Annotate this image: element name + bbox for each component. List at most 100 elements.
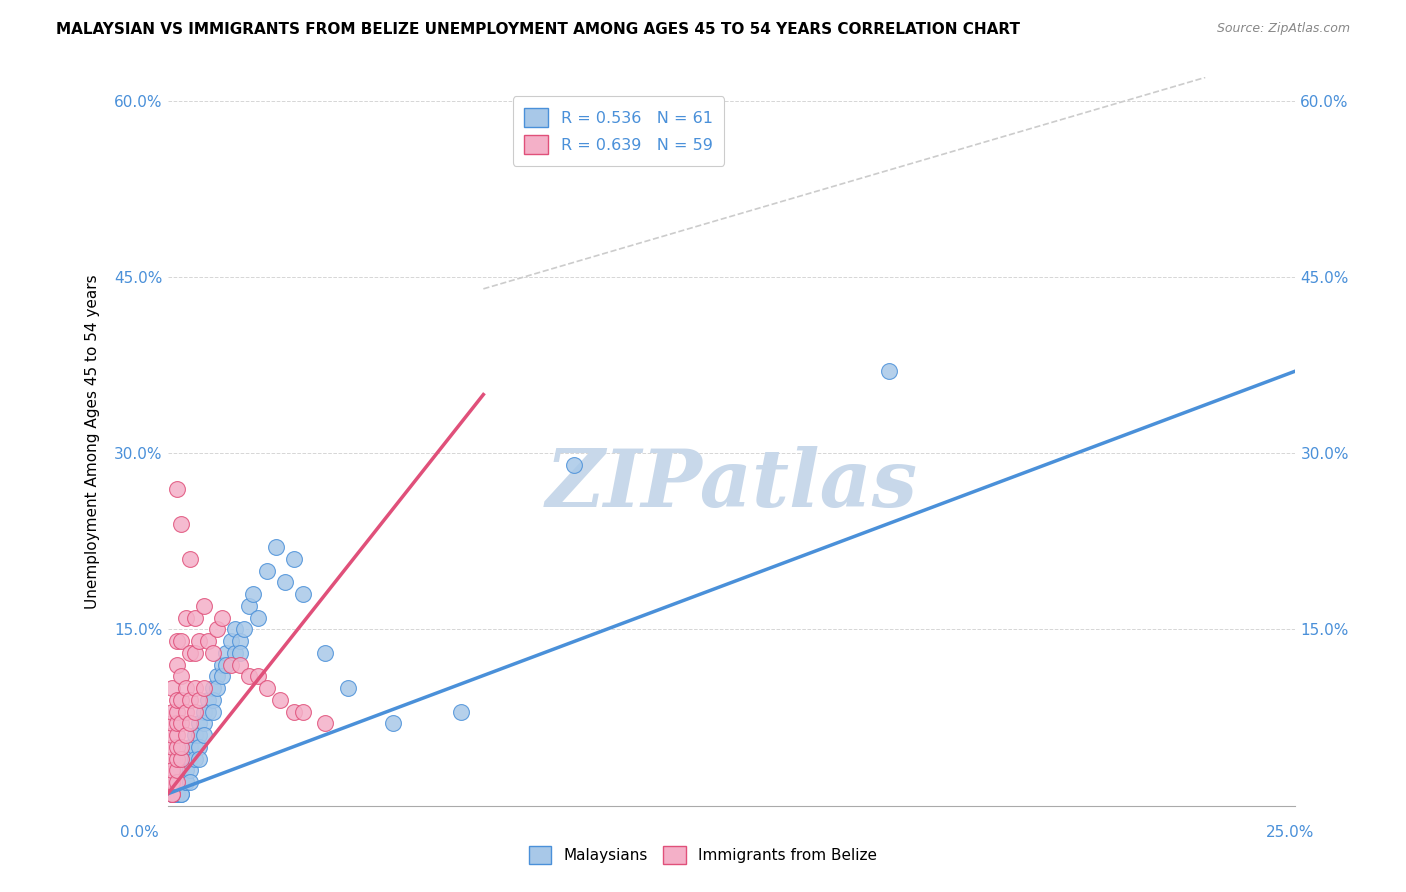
Point xyxy=(224,646,246,660)
Point xyxy=(160,764,183,778)
Point xyxy=(183,611,205,625)
Point xyxy=(197,634,219,648)
Point xyxy=(160,681,183,696)
Point xyxy=(229,646,252,660)
Point xyxy=(246,669,269,683)
Point xyxy=(166,739,188,754)
Point xyxy=(166,764,188,778)
Point xyxy=(174,752,197,766)
Point xyxy=(174,681,197,696)
Point xyxy=(201,681,224,696)
Point xyxy=(201,693,224,707)
Point xyxy=(188,728,211,742)
Point xyxy=(170,516,193,531)
Point xyxy=(269,693,291,707)
Point xyxy=(160,787,183,801)
Point xyxy=(160,739,183,754)
Point xyxy=(170,787,193,801)
Point xyxy=(160,775,183,789)
Point xyxy=(219,634,242,648)
Point xyxy=(211,669,233,683)
Point xyxy=(170,775,193,789)
Point xyxy=(193,716,215,731)
Point xyxy=(450,705,472,719)
Point xyxy=(183,739,205,754)
Point xyxy=(166,787,188,801)
Point xyxy=(337,681,360,696)
Point xyxy=(211,657,233,672)
Point xyxy=(188,693,211,707)
Legend: R = 0.536   N = 61, R = 0.639   N = 59: R = 0.536 N = 61, R = 0.639 N = 59 xyxy=(513,96,724,166)
Point xyxy=(193,728,215,742)
Point xyxy=(246,611,269,625)
Point xyxy=(174,764,197,778)
Point xyxy=(183,681,205,696)
Point xyxy=(274,575,297,590)
Point xyxy=(256,681,278,696)
Point xyxy=(314,646,336,660)
Point xyxy=(215,646,238,660)
Point xyxy=(170,693,193,707)
Point xyxy=(238,599,260,613)
Point xyxy=(179,693,201,707)
Point xyxy=(188,752,211,766)
Point xyxy=(170,739,193,754)
Text: MALAYSIAN VS IMMIGRANTS FROM BELIZE UNEMPLOYMENT AMONG AGES 45 TO 54 YEARS CORRE: MALAYSIAN VS IMMIGRANTS FROM BELIZE UNEM… xyxy=(56,22,1021,37)
Point xyxy=(264,541,287,555)
Point xyxy=(160,775,183,789)
Text: 0.0%: 0.0% xyxy=(120,825,159,840)
Text: Source: ZipAtlas.com: Source: ZipAtlas.com xyxy=(1216,22,1350,36)
Point xyxy=(179,764,201,778)
Point xyxy=(166,634,188,648)
Point xyxy=(170,775,193,789)
Point xyxy=(215,657,238,672)
Point xyxy=(193,599,215,613)
Point xyxy=(188,716,211,731)
Point xyxy=(160,775,183,789)
Point xyxy=(179,552,201,566)
Point xyxy=(188,634,211,648)
Point xyxy=(166,693,188,707)
Point xyxy=(160,764,183,778)
Point xyxy=(188,739,211,754)
Point xyxy=(166,657,188,672)
Point xyxy=(283,552,305,566)
Point xyxy=(166,775,188,789)
Point xyxy=(291,587,314,601)
Point xyxy=(205,669,228,683)
Point xyxy=(291,705,314,719)
Point xyxy=(174,775,197,789)
Point xyxy=(229,657,252,672)
Point xyxy=(256,564,278,578)
Point xyxy=(879,364,901,378)
Point xyxy=(170,752,193,766)
Point xyxy=(179,775,201,789)
Point xyxy=(174,728,197,742)
Point xyxy=(197,693,219,707)
Point xyxy=(201,705,224,719)
Point xyxy=(166,716,188,731)
Point xyxy=(166,752,188,766)
Point xyxy=(170,787,193,801)
Point xyxy=(166,775,188,789)
Point xyxy=(193,705,215,719)
Point xyxy=(160,705,183,719)
Point xyxy=(170,634,193,648)
Point xyxy=(166,787,188,801)
Point xyxy=(179,716,201,731)
Point xyxy=(170,716,193,731)
Point xyxy=(197,705,219,719)
Point xyxy=(205,623,228,637)
Point xyxy=(170,669,193,683)
Point xyxy=(160,787,183,801)
Point xyxy=(160,728,183,742)
Point xyxy=(233,623,256,637)
Point xyxy=(219,657,242,672)
Point xyxy=(314,716,336,731)
Point xyxy=(183,728,205,742)
Point xyxy=(160,787,183,801)
Point xyxy=(170,764,193,778)
Point xyxy=(229,634,252,648)
Point xyxy=(160,716,183,731)
Point xyxy=(166,482,188,496)
